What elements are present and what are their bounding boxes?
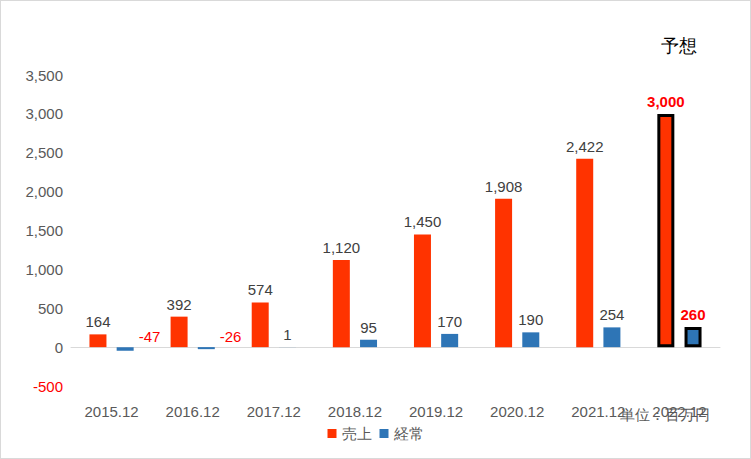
svg-text:574: 574 [248,281,273,298]
svg-text:2016.12: 2016.12 [166,403,220,420]
svg-text:1: 1 [283,326,291,343]
svg-text:2,422: 2,422 [566,138,604,155]
svg-text:2019.12: 2019.12 [409,403,463,420]
svg-text:-500: -500 [33,378,63,395]
svg-text:3,000: 3,000 [25,105,63,122]
svg-text:1,450: 1,450 [404,213,442,230]
svg-text:2,000: 2,000 [25,183,63,200]
svg-text:2018.12: 2018.12 [328,403,382,420]
svg-text:254: 254 [599,306,624,323]
svg-text:3,000: 3,000 [647,93,685,110]
svg-text:500: 500 [38,300,63,317]
svg-text:260: 260 [681,306,706,323]
svg-text:0: 0 [55,339,63,356]
svg-text:2017.12: 2017.12 [247,403,301,420]
svg-text:売上: 売上 [342,425,372,442]
svg-text:1,500: 1,500 [25,222,63,239]
svg-text:164: 164 [85,313,110,330]
svg-text:経常: 経常 [393,425,424,442]
svg-text:95: 95 [360,319,377,336]
svg-text:1,000: 1,000 [25,261,63,278]
svg-text:予想: 予想 [661,36,697,56]
svg-text:2021.12: 2021.12 [571,403,625,420]
svg-text:2022.12: 2022.12 [652,403,706,420]
svg-text:392: 392 [167,296,192,313]
svg-text:1,908: 1,908 [485,178,523,195]
svg-text:-47: -47 [139,328,161,345]
svg-text:170: 170 [437,313,462,330]
svg-text:2020.12: 2020.12 [490,403,544,420]
svg-text:2015.12: 2015.12 [84,403,138,420]
svg-text:-26: -26 [220,328,242,345]
svg-text:2,500: 2,500 [25,144,63,161]
svg-text:1,120: 1,120 [323,239,361,256]
svg-text:3,500: 3,500 [25,67,63,84]
svg-text:190: 190 [518,311,543,328]
